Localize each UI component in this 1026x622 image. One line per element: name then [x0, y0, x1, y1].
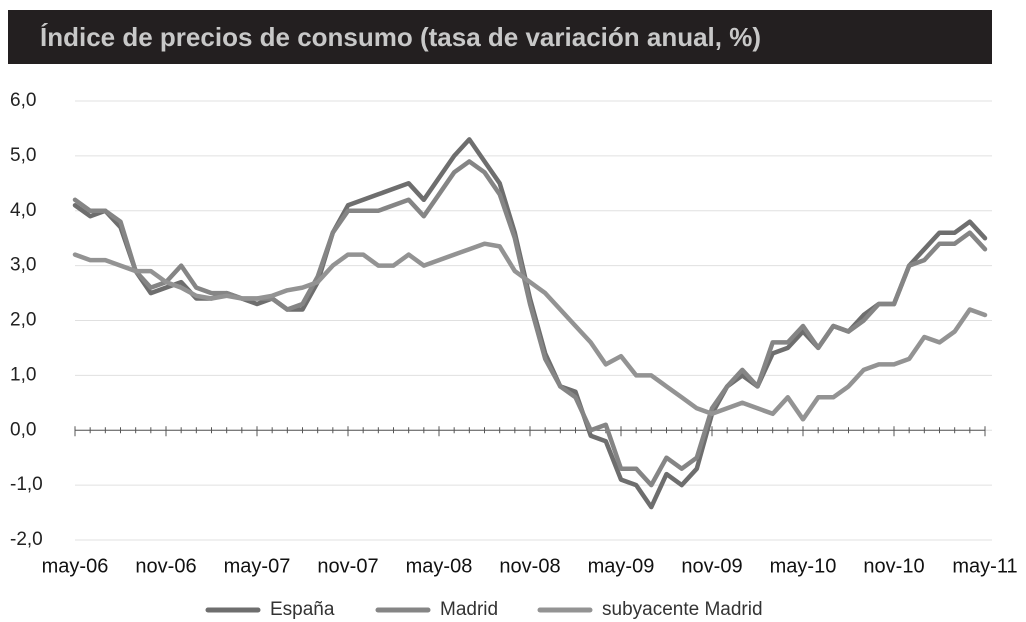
y-tick-label: -2,0 [10, 529, 43, 550]
x-tick-label: nov-08 [499, 555, 560, 577]
y-tick-label: 0,0 [10, 419, 36, 440]
x-tick-label: may-08 [406, 555, 473, 577]
series-line [72, 241, 988, 422]
x-tick-label: may-07 [224, 555, 291, 577]
y-tick-label: 4,0 [10, 200, 36, 221]
series-line [72, 137, 988, 510]
legend-label: subyacente Madrid [602, 599, 763, 620]
chart-title: Índice de precios de consumo (tasa de va… [40, 22, 761, 52]
x-tick-label: nov-06 [135, 555, 196, 577]
legend-label: Madrid [440, 599, 498, 620]
x-tick-label: may-11 [952, 555, 1017, 577]
y-tick-label: 6,0 [10, 90, 36, 111]
x-tick-label: nov-07 [317, 555, 378, 577]
y-tick-label: 2,0 [10, 310, 36, 331]
y-tick-label: 5,0 [10, 145, 36, 166]
x-tick-label: may-06 [42, 555, 109, 577]
x-tick-label: nov-09 [681, 555, 742, 577]
y-tick-label: 3,0 [10, 255, 36, 276]
x-tick-label: nov-10 [863, 555, 924, 577]
x-tick-label: may-10 [770, 555, 837, 577]
legend-label: España [270, 599, 335, 620]
series-line [72, 159, 988, 488]
y-tick-label: -1,0 [10, 474, 43, 495]
y-tick-label: 1,0 [10, 364, 36, 385]
x-tick-label: may-09 [588, 555, 655, 577]
header-bar [8, 10, 992, 64]
